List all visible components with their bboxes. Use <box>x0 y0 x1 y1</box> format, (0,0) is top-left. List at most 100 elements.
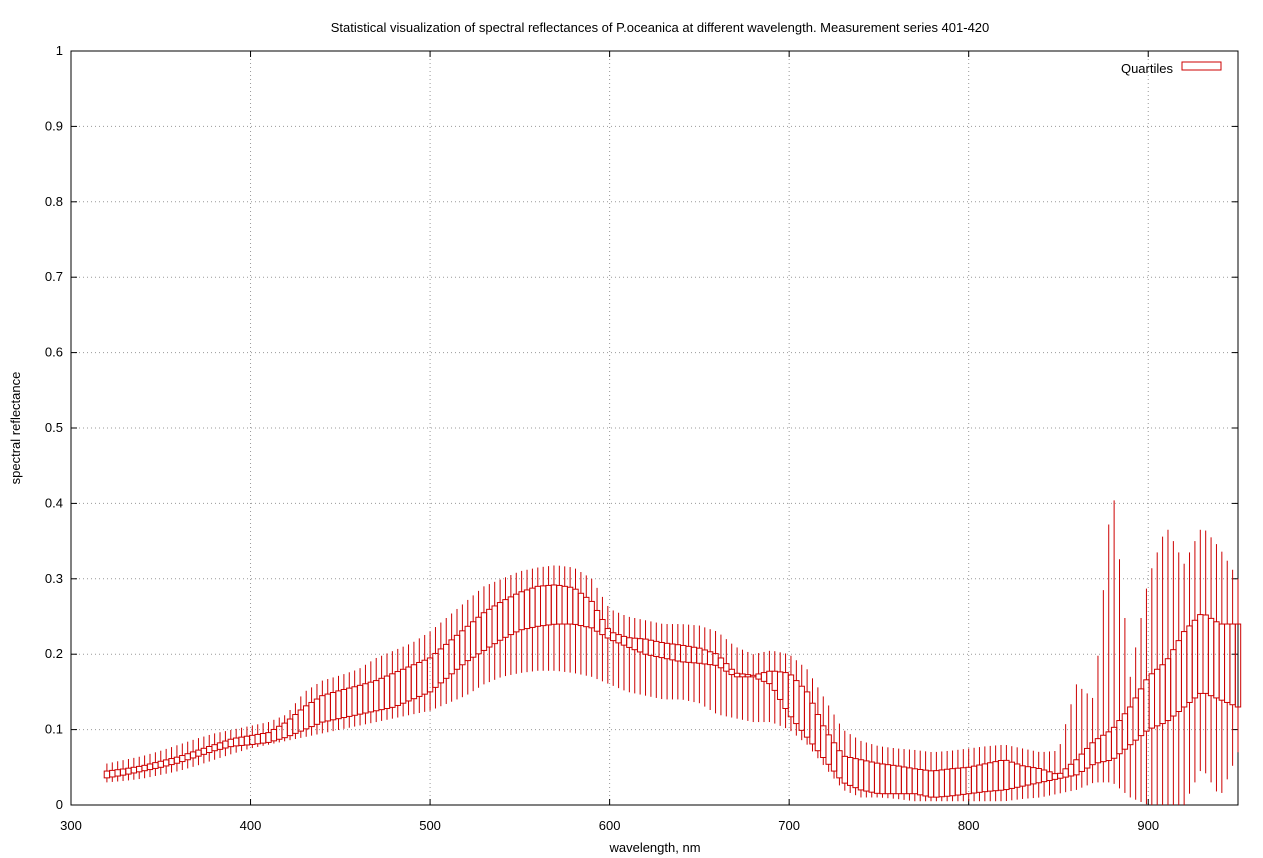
quartile-box <box>583 596 590 628</box>
quartile-box <box>1051 773 1059 780</box>
quartile-box <box>943 768 951 797</box>
quartile-box <box>750 674 757 678</box>
quartile-box <box>496 602 504 641</box>
quartile-box <box>367 681 375 713</box>
quartile-box <box>437 648 445 684</box>
quartile-box <box>1078 753 1085 772</box>
quartile-box <box>453 634 461 670</box>
quartile-box <box>857 759 865 791</box>
quartile-box <box>146 763 154 771</box>
quartile-box <box>383 675 391 709</box>
quartile-box <box>356 684 364 715</box>
quartile-box <box>1083 747 1091 769</box>
quartile-box <box>760 672 768 682</box>
quartile-box <box>491 605 498 645</box>
y-tick-label: 0.9 <box>45 118 63 133</box>
quartile-box <box>933 770 940 798</box>
quartile-box <box>518 591 525 631</box>
quartile-box <box>523 589 531 630</box>
quartile-box <box>227 738 234 748</box>
quartile-box <box>669 643 676 661</box>
quartile-box <box>782 672 789 709</box>
quartile-box <box>103 770 111 779</box>
quartile-box <box>588 600 595 629</box>
quartile-box <box>550 584 558 625</box>
quartile-box <box>868 761 875 793</box>
quartile-box <box>701 649 708 665</box>
axis-ticks <box>70 50 1238 806</box>
quartile-box <box>119 768 127 776</box>
quartile-box <box>1234 623 1242 708</box>
quartile-box <box>739 673 746 678</box>
quartile-box <box>1213 621 1220 699</box>
plot-frame <box>70 50 1239 806</box>
y-tick-label: 0.6 <box>45 345 63 360</box>
quartile-box <box>1035 768 1042 784</box>
quartile-box <box>308 701 315 728</box>
quartile-box <box>723 663 730 672</box>
y-axis-tick-labels: 0 0.1 0.2 0.3 0.4 0.5 0.6 0.7 0.8 0.9 1 <box>45 43 63 812</box>
quartile-box <box>938 769 945 798</box>
quartile-box <box>254 733 261 745</box>
quartile-box <box>1110 726 1118 759</box>
quartile-box <box>798 685 805 731</box>
quartile-box <box>179 755 186 763</box>
quartile-box <box>809 702 816 745</box>
quartile-box <box>1019 765 1026 787</box>
quartile-box <box>405 666 412 702</box>
quartile-box <box>232 737 240 747</box>
quartile-box <box>448 639 455 675</box>
quartile-box <box>733 672 741 678</box>
y-axis-label: spectral reflectance <box>8 372 23 485</box>
quartile-box <box>690 646 698 664</box>
quartile-box <box>593 609 601 632</box>
quartile-box <box>1186 625 1193 703</box>
legend-label-quartiles: Quartiles <box>1121 61 1174 76</box>
x-tick-label: 500 <box>419 818 441 833</box>
quartile-box <box>642 638 649 655</box>
quartile-box <box>572 588 579 625</box>
quartile-box <box>539 585 547 627</box>
quartile-box <box>1164 658 1172 722</box>
quartile-box <box>960 767 967 795</box>
quartile-box <box>1137 688 1145 737</box>
quartile-box <box>1175 640 1182 713</box>
quartile-box <box>152 762 159 769</box>
quartile-box <box>566 586 574 625</box>
quartile-box <box>954 767 962 796</box>
quartile-box <box>653 640 660 657</box>
quartile-box <box>987 762 994 792</box>
quartile-box <box>981 763 989 793</box>
quartile-box <box>803 691 811 738</box>
quartile-box <box>324 693 331 722</box>
quartile-box <box>674 644 682 662</box>
quartile-box <box>389 673 396 708</box>
quartile-box <box>545 584 552 626</box>
x-tick-label: 800 <box>958 818 980 833</box>
y-tick-label: 0.8 <box>45 194 63 209</box>
quartile-box <box>706 651 714 666</box>
x-tick-label: 700 <box>778 818 800 833</box>
quartile-box <box>599 619 606 636</box>
quartile-box <box>421 659 428 695</box>
quartile-box <box>873 762 881 794</box>
quartile-box <box>771 670 778 691</box>
quartile-box <box>464 625 471 662</box>
quartile-box <box>1067 763 1075 777</box>
quartile-box <box>480 612 488 651</box>
quartile-box <box>863 760 870 792</box>
quartile-box <box>157 760 164 768</box>
quartile-box <box>1159 664 1166 725</box>
quartile-box <box>1089 742 1096 766</box>
quartile-box <box>206 745 213 754</box>
quartile-box <box>1062 768 1069 778</box>
quartile-box <box>502 599 509 638</box>
quartile-box <box>373 680 380 712</box>
quartile-box <box>658 642 665 659</box>
quartile-box <box>1046 771 1053 781</box>
x-tick-label: 600 <box>599 818 621 833</box>
y-tick-label: 0.5 <box>45 420 63 435</box>
quartile-box <box>879 763 886 795</box>
quartile-box <box>1040 769 1048 783</box>
